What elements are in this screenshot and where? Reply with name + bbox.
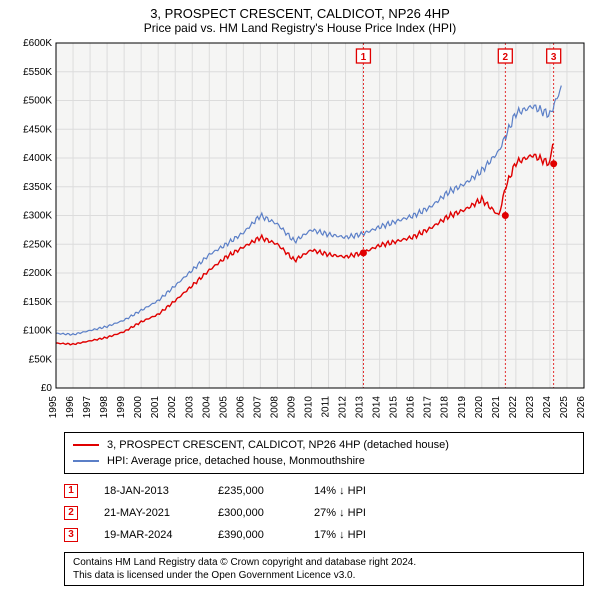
transactions-table: 1 18-JAN-2013 £235,000 14% ↓ HPI 2 21-MAY-202…: [64, 480, 584, 546]
svg-text:2000: 2000: [133, 396, 144, 419]
chart-area: £0 £50K £100K £150K £200K £250K £300K £350K £400…: [8, 39, 592, 428]
legend-swatch: [73, 444, 99, 446]
svg-text:2015: 2015: [389, 396, 400, 419]
transaction-date: 19-MAR-2024: [104, 524, 192, 546]
transaction-date: 18-JAN-2013: [104, 480, 192, 502]
svg-text:2007: 2007: [252, 396, 263, 419]
svg-text:3: 3: [551, 52, 557, 63]
svg-text:1996: 1996: [65, 396, 76, 419]
svg-text:2017: 2017: [423, 396, 434, 419]
chart-subtitle: Price paid vs. HM Land Registry's House …: [8, 21, 592, 35]
svg-text:£400K: £400K: [23, 153, 52, 164]
svg-text:2024: 2024: [542, 396, 553, 419]
transaction-price: £390,000: [218, 524, 288, 546]
legend-swatch: [73, 460, 99, 462]
svg-text:2018: 2018: [440, 396, 451, 419]
svg-text:2009: 2009: [286, 396, 297, 419]
transaction-row: 3 19-MAR-2024 £390,000 17% ↓ HPI: [64, 524, 584, 546]
footer-line-2: This data is licensed under the Open Gov…: [73, 569, 575, 582]
svg-text:2001: 2001: [150, 396, 161, 419]
transaction-diff: 27% ↓ HPI: [314, 502, 404, 524]
legend-row: HPI: Average price, detached house, Monm…: [73, 453, 575, 469]
svg-text:2010: 2010: [303, 396, 314, 419]
transaction-row: 2 21-MAY-2021 £300,000 27% ↓ HPI: [64, 502, 584, 524]
svg-text:1997: 1997: [82, 396, 93, 419]
svg-text:2006: 2006: [235, 396, 246, 419]
transaction-marker: 1: [64, 484, 78, 498]
transaction-price: £235,000: [218, 480, 288, 502]
svg-text:2022: 2022: [508, 396, 519, 419]
svg-text:2002: 2002: [167, 396, 178, 419]
svg-text:£450K: £450K: [23, 124, 52, 135]
svg-text:£150K: £150K: [23, 297, 52, 308]
transaction-diff: 17% ↓ HPI: [314, 524, 404, 546]
chart-title: 3, PROSPECT CRESCENT, CALDICOT, NP26 4HP: [8, 6, 592, 21]
chart-svg: £0 £50K £100K £150K £200K £250K £300K £350K £400…: [8, 39, 592, 428]
svg-text:2019: 2019: [457, 396, 468, 419]
svg-text:2026: 2026: [576, 396, 587, 419]
svg-text:2: 2: [503, 52, 509, 63]
svg-text:2012: 2012: [338, 396, 349, 419]
svg-text:2003: 2003: [184, 396, 195, 419]
svg-text:1999: 1999: [116, 396, 127, 419]
svg-text:2020: 2020: [474, 396, 485, 419]
svg-text:£0: £0: [41, 383, 53, 394]
legend-row: 3, PROSPECT CRESCENT, CALDICOT, NP26 4HP…: [73, 437, 575, 453]
transaction-diff: 14% ↓ HPI: [314, 480, 404, 502]
svg-text:2008: 2008: [269, 396, 280, 419]
transaction-date: 21-MAY-2021: [104, 502, 192, 524]
footer-box: Contains HM Land Registry data © Crown c…: [64, 552, 584, 586]
svg-text:2021: 2021: [491, 396, 502, 419]
svg-text:1998: 1998: [99, 396, 110, 419]
svg-text:£500K: £500K: [23, 96, 52, 107]
svg-text:2005: 2005: [218, 396, 229, 419]
svg-text:2025: 2025: [559, 396, 570, 419]
svg-text:1995: 1995: [48, 396, 59, 419]
svg-text:£250K: £250K: [23, 239, 52, 250]
legend-label: HPI: Average price, detached house, Monm…: [107, 453, 365, 469]
svg-text:£300K: £300K: [23, 211, 52, 222]
transaction-price: £300,000: [218, 502, 288, 524]
svg-text:£600K: £600K: [23, 39, 52, 49]
svg-text:2023: 2023: [525, 396, 536, 419]
svg-text:£350K: £350K: [23, 182, 52, 193]
svg-text:2014: 2014: [372, 396, 383, 419]
svg-text:2016: 2016: [406, 396, 417, 419]
svg-text:1: 1: [361, 52, 367, 63]
transaction-marker: 2: [64, 506, 78, 520]
chart-container: 3, PROSPECT CRESCENT, CALDICOT, NP26 4HP…: [0, 0, 600, 590]
transaction-marker: 3: [64, 528, 78, 542]
svg-text:2004: 2004: [201, 396, 212, 419]
svg-text:2011: 2011: [321, 396, 332, 418]
legend-box: 3, PROSPECT CRESCENT, CALDICOT, NP26 4HP…: [64, 432, 584, 474]
svg-text:£100K: £100K: [23, 326, 52, 337]
legend-label: 3, PROSPECT CRESCENT, CALDICOT, NP26 4HP…: [107, 437, 449, 453]
transaction-row: 1 18-JAN-2013 £235,000 14% ↓ HPI: [64, 480, 584, 502]
footer-line-1: Contains HM Land Registry data © Crown c…: [73, 556, 575, 569]
svg-text:2013: 2013: [355, 396, 366, 419]
svg-text:£50K: £50K: [29, 354, 53, 365]
svg-text:£200K: £200K: [23, 268, 52, 279]
svg-text:£550K: £550K: [23, 67, 52, 78]
